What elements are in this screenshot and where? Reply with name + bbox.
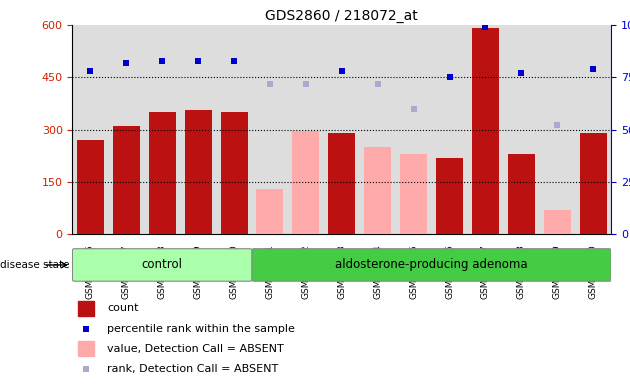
Bar bbox=[472, 28, 499, 234]
Bar bbox=[149, 112, 176, 234]
Bar bbox=[364, 147, 391, 234]
Bar bbox=[324, 25, 360, 234]
Bar bbox=[539, 25, 575, 234]
Bar bbox=[180, 25, 216, 234]
Bar bbox=[328, 133, 355, 234]
Bar bbox=[436, 157, 463, 234]
Text: control: control bbox=[142, 258, 183, 271]
Bar bbox=[580, 133, 607, 234]
Bar bbox=[575, 25, 611, 234]
Text: percentile rank within the sample: percentile rank within the sample bbox=[108, 324, 295, 334]
Bar bbox=[77, 140, 104, 234]
Bar bbox=[185, 111, 212, 234]
FancyBboxPatch shape bbox=[252, 249, 611, 281]
Bar bbox=[252, 25, 288, 234]
Bar bbox=[108, 25, 144, 234]
Text: value, Detection Call = ABSENT: value, Detection Call = ABSENT bbox=[108, 344, 284, 354]
Bar bbox=[144, 25, 180, 234]
Bar bbox=[360, 25, 396, 234]
Bar bbox=[544, 210, 571, 234]
Text: count: count bbox=[108, 303, 139, 313]
Bar bbox=[508, 154, 535, 234]
Text: aldosterone-producing adenoma: aldosterone-producing adenoma bbox=[335, 258, 528, 271]
Text: disease state: disease state bbox=[0, 260, 69, 270]
Bar bbox=[503, 25, 539, 234]
Bar bbox=[288, 25, 324, 234]
Text: rank, Detection Call = ABSENT: rank, Detection Call = ABSENT bbox=[108, 364, 278, 374]
Bar bbox=[432, 25, 467, 234]
Bar bbox=[216, 25, 252, 234]
Bar bbox=[400, 154, 427, 234]
Bar bbox=[78, 341, 94, 356]
Title: GDS2860 / 218072_at: GDS2860 / 218072_at bbox=[265, 8, 418, 23]
Bar bbox=[396, 25, 432, 234]
Bar bbox=[292, 131, 319, 234]
FancyBboxPatch shape bbox=[72, 249, 252, 281]
Bar bbox=[72, 25, 108, 234]
Bar bbox=[256, 189, 284, 234]
Bar bbox=[467, 25, 503, 234]
Bar bbox=[220, 112, 248, 234]
Bar bbox=[113, 126, 140, 234]
Bar bbox=[78, 301, 94, 316]
